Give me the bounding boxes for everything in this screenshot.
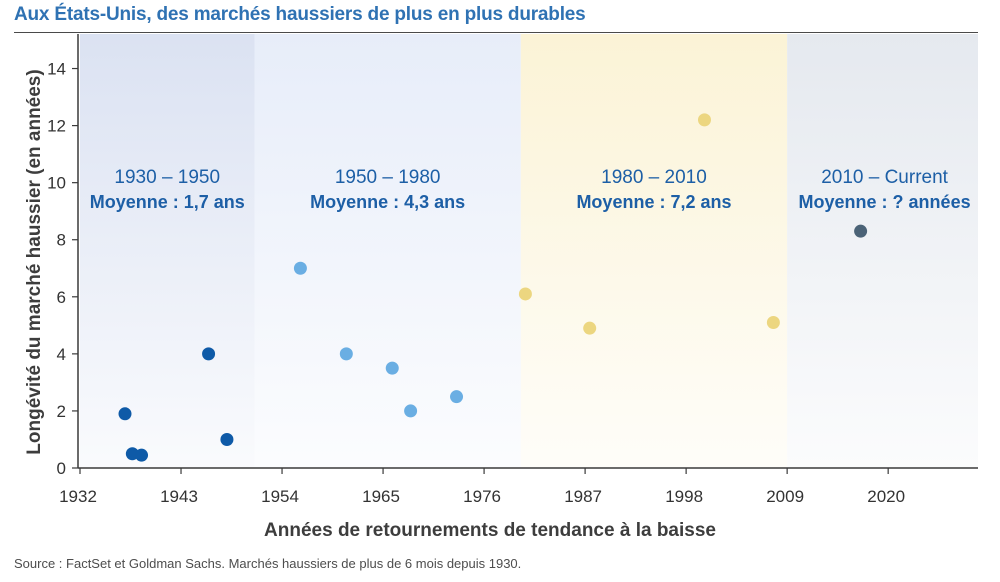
data-point	[854, 224, 868, 238]
era-band-0	[80, 34, 255, 468]
data-point	[220, 432, 234, 446]
era-labels: 1930 – 1950 Moyenne : 1,7 ans 1950 – 1980 M…	[90, 167, 971, 212]
data-point	[450, 390, 464, 404]
x-tick-label: 1932	[59, 487, 97, 506]
era-average-label: Moyenne : ? années	[799, 192, 971, 212]
x-tick-label: 1987	[564, 487, 602, 506]
y-tick-label: 8	[57, 231, 66, 250]
y-axis-ticks: 0 2 4 6 8 10 12 14	[47, 60, 78, 478]
era-average-label: Moyenne : 7,2 ans	[576, 192, 731, 212]
y-tick-label: 12	[47, 117, 66, 136]
data-point	[202, 347, 216, 361]
source-note: Source : FactSet et Goldman Sachs. March…	[14, 556, 522, 571]
data-point	[385, 361, 399, 375]
era-band-3	[787, 34, 978, 468]
x-tick-label: 2009	[766, 487, 804, 506]
scatter-chart: 1930 – 1950 Moyenne : 1,7 ans 1950 – 1980 M…	[24, 34, 978, 541]
y-axis-label: Longévité du marché haussier (en années)	[24, 69, 45, 454]
era-average-label: Moyenne : 4,3 ans	[310, 192, 465, 212]
data-point	[697, 113, 711, 127]
title-divider	[14, 32, 978, 33]
x-tick-label: 1976	[463, 487, 501, 506]
data-point	[583, 321, 597, 335]
x-tick-label: 1998	[665, 487, 703, 506]
x-axis-ticks: 1932 1943 1954 1965 1976 1987 1998 2009 2020	[59, 468, 905, 506]
chart-axes	[77, 34, 978, 469]
y-tick-label: 0	[57, 459, 66, 478]
data-point	[766, 315, 780, 329]
data-point	[518, 287, 532, 301]
era-average-label: Moyenne : 1,7 ans	[90, 192, 245, 212]
x-axis-label: Années de retournements de tendance à la…	[264, 520, 716, 541]
chart-title: Aux États-Unis, des marchés haussiers de…	[14, 4, 586, 25]
era-range-label: 1980 – 2010	[601, 167, 707, 188]
y-tick-label: 10	[47, 174, 66, 193]
era-range-label: 1950 – 1980	[335, 167, 441, 188]
data-points	[118, 113, 868, 462]
data-point	[118, 407, 132, 421]
y-tick-label: 4	[57, 345, 66, 364]
x-tick-label: 1965	[362, 487, 400, 506]
era-band-1	[254, 34, 521, 468]
y-tick-label: 2	[57, 402, 66, 421]
era-band-2	[520, 34, 788, 468]
data-point	[293, 261, 307, 275]
x-tick-label: 1943	[160, 487, 198, 506]
era-bands	[80, 34, 978, 468]
x-tick-label: 2020	[867, 487, 905, 506]
era-range-label: 2010 – Current	[821, 167, 948, 188]
y-tick-label: 6	[57, 288, 66, 307]
y-tick-label: 14	[47, 60, 66, 79]
data-point	[339, 347, 353, 361]
era-range-label: 1930 – 1950	[114, 167, 220, 188]
data-point	[404, 404, 418, 418]
x-tick-label: 1954	[261, 487, 299, 506]
data-point	[135, 448, 149, 462]
